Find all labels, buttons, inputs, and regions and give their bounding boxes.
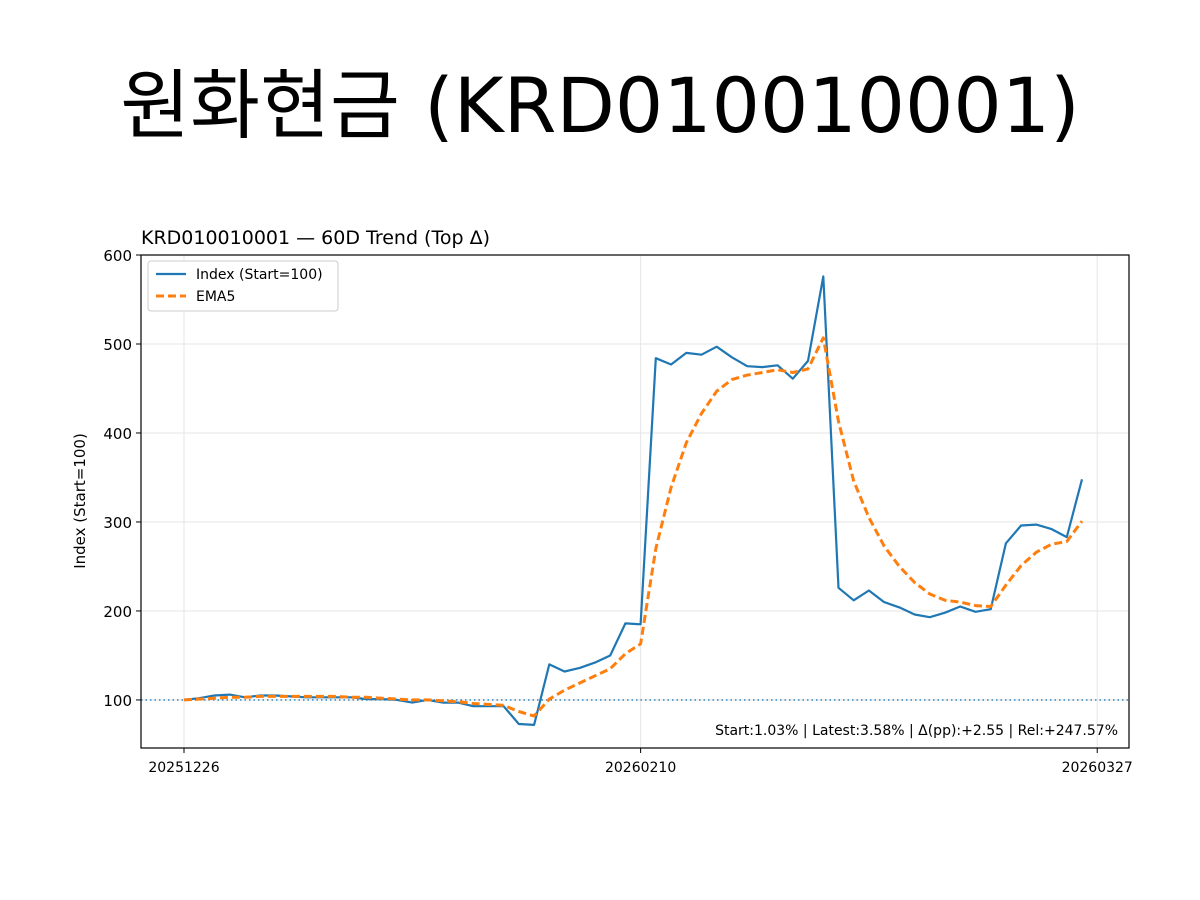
y-tick-label-1: 200 [103,603,132,621]
chart-title: KRD010010001 — 60D Trend (Top Δ) [141,227,490,249]
y-axis: 100 200 300 400 500 600 [103,247,141,710]
y-axis-label: Index (Start=100) [71,433,89,569]
y-tick-label-0: 100 [103,692,132,710]
series-layer [183,275,1084,727]
legend-box [147,260,339,312]
stats-annotation: Start:1.03% | Latest:3.58% | Δ(pp):+2.55… [715,723,1118,739]
grid [141,254,1129,748]
y-tick-label-2: 300 [103,514,132,532]
legend: Index (Start=100) EMA5 [147,260,339,312]
y-tick-label-4: 500 [103,336,132,354]
slide-title: 원화현금 (KRD010010001) [120,61,1080,150]
legend-ema-label: EMA5 [196,289,235,305]
x-tick-label-0: 20251226 [148,760,219,776]
x-tick-label-1: 20260210 [605,760,676,776]
x-axis: 20251226 20260210 20260327 [148,748,1133,776]
plot-frame [140,254,1130,749]
legend-index-label: Index (Start=100) [196,267,323,283]
y-tick-label-3: 400 [103,425,132,443]
x-tick-label-2: 20260327 [1062,760,1133,776]
y-tick-label-5: 600 [103,247,132,265]
series-ema5-line [183,336,1084,718]
